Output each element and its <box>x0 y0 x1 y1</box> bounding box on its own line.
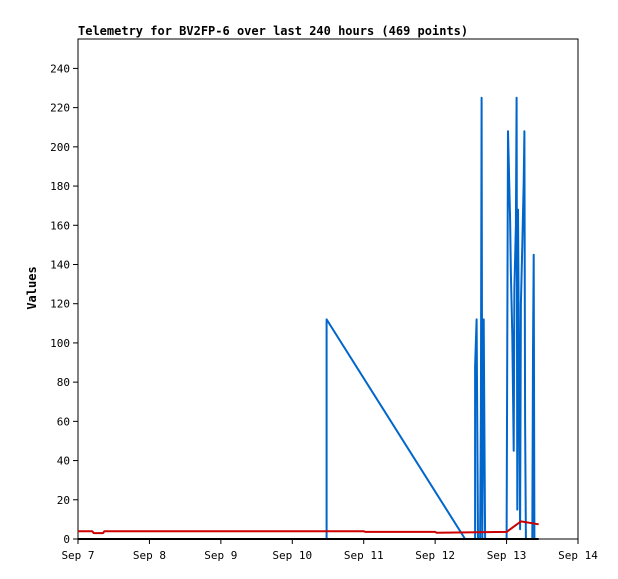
y-tick-label: 180 <box>50 180 70 193</box>
x-tick-label: Sep 11 <box>344 549 384 562</box>
y-tick-label: 0 <box>63 533 70 546</box>
y-tick-label: 20 <box>57 494 70 507</box>
x-tick-label: Sep 8 <box>133 549 166 562</box>
plot-area <box>77 38 579 540</box>
y-tick-label: 220 <box>50 102 70 115</box>
x-tick-label: Sep 12 <box>415 549 455 562</box>
y-tick-label: 140 <box>50 258 70 271</box>
x-tick-label: Sep 7 <box>61 549 94 562</box>
x-axis: Sep 7 Sep 8 Sep 9 Sep 10 Sep 11 Sep 12 Sep 13 S… <box>61 539 598 562</box>
series-layer <box>78 96 539 540</box>
y-axis-label: Values <box>25 266 39 309</box>
y-tick-label: 160 <box>50 219 70 232</box>
chart-title: Telemetry for BV2FP-6 over last 240 hour… <box>78 24 468 38</box>
y-axis: 0 20 40 60 80 100 120 140 160 180 200 220 240 <box>50 62 78 546</box>
y-tick-label: 80 <box>57 376 70 389</box>
x-tick-label: Sep 10 <box>272 549 312 562</box>
y-tick-label: 200 <box>50 141 70 154</box>
x-tick-label: Sep 9 <box>204 549 237 562</box>
y-tick-label: 120 <box>50 298 70 311</box>
x-tick-label: Sep 14 <box>558 549 598 562</box>
y-tick-label: 240 <box>50 62 70 75</box>
series-line-2 <box>78 520 539 535</box>
series-line-1 <box>325 96 536 540</box>
y-tick-label: 40 <box>57 455 70 468</box>
x-tick-label: Sep 13 <box>487 549 527 562</box>
y-tick-label: 100 <box>50 337 70 350</box>
y-tick-label: 60 <box>57 415 70 428</box>
